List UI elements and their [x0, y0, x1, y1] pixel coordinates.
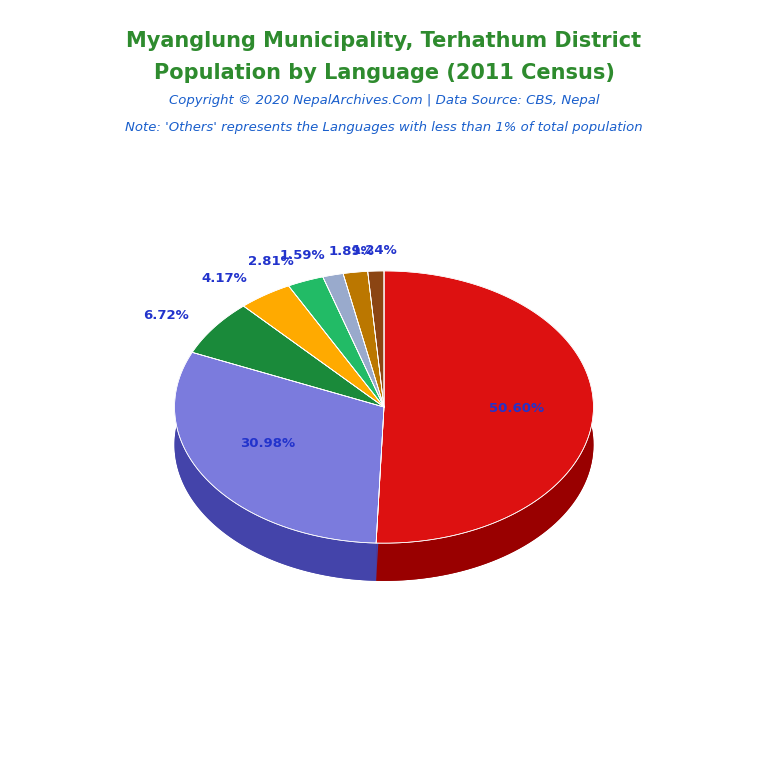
Text: 6.72%: 6.72% [143, 309, 189, 322]
Polygon shape [174, 353, 384, 543]
Polygon shape [343, 271, 384, 407]
Text: 50.60%: 50.60% [488, 402, 544, 415]
Polygon shape [243, 286, 384, 407]
Text: Myanglung Municipality, Terhathum District: Myanglung Municipality, Terhathum Distri… [127, 31, 641, 51]
Polygon shape [174, 353, 376, 581]
Text: Copyright © 2020 NepalArchives.Com | Data Source: CBS, Nepal: Copyright © 2020 NepalArchives.Com | Dat… [169, 94, 599, 108]
Text: Note: 'Others' represents the Languages with less than 1% of total population: Note: 'Others' represents the Languages … [125, 121, 643, 134]
Polygon shape [289, 276, 384, 407]
Polygon shape [192, 306, 384, 407]
Polygon shape [376, 309, 594, 581]
Polygon shape [376, 271, 594, 581]
Polygon shape [323, 273, 384, 407]
Text: 1.59%: 1.59% [280, 249, 325, 262]
Polygon shape [376, 407, 384, 581]
Polygon shape [174, 390, 384, 581]
Text: 1.24%: 1.24% [352, 244, 398, 257]
Polygon shape [376, 407, 384, 581]
Text: 30.98%: 30.98% [240, 437, 295, 450]
Text: 1.89%: 1.89% [328, 246, 374, 259]
Text: 4.17%: 4.17% [201, 272, 247, 285]
Text: Population by Language (2011 Census): Population by Language (2011 Census) [154, 63, 614, 83]
Polygon shape [376, 271, 594, 543]
Polygon shape [368, 271, 384, 407]
Text: 2.81%: 2.81% [248, 256, 293, 269]
